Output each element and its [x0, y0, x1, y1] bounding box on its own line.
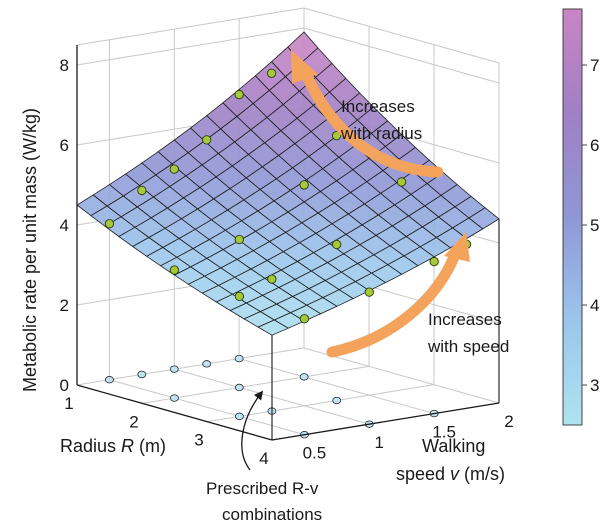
annotation-radius-line2: with radius: [340, 124, 422, 143]
measured-point: [331, 130, 342, 141]
measured-point: [137, 185, 147, 196]
prescribed-point: [299, 373, 309, 381]
measured-point: [169, 265, 180, 275]
x-axis-line: [76, 384, 273, 441]
y-tick-label: 2: [504, 412, 513, 431]
measured-point: [299, 180, 309, 190]
z-axis-label: Metabolic rate per unit mass (W/kg): [20, 108, 40, 392]
wall-grid-z: [76, 27, 305, 66]
wall-top-edge: [76, 7, 305, 46]
prescribed-point: [169, 365, 179, 373]
colorbar-tick-label: 6: [590, 136, 599, 155]
floor-grid-v: [239, 358, 435, 415]
annotation-prescribed-line2: combinations: [222, 505, 322, 524]
measured-point: [234, 89, 244, 100]
measured-point: [299, 314, 310, 324]
measured-point: [364, 287, 374, 297]
y-axis-label-line2: speed v (m/s): [396, 464, 505, 484]
z-tick-label: 8: [60, 56, 69, 75]
prescribed-point: [234, 354, 244, 363]
measured-point: [234, 291, 245, 302]
prescribed-point: [137, 370, 147, 379]
measured-point: [266, 68, 277, 78]
y-tick-label: 0.5: [303, 444, 327, 463]
colorbar: [562, 8, 583, 426]
floor-grid-r: [141, 365, 370, 404]
floor-grid-v: [303, 347, 500, 404]
tick-labels: 0 2 4 6 8 1 2 3 4 0.5 1 1.5 2: [60, 56, 514, 468]
annotation-speed-line2: with speed: [427, 337, 509, 356]
annotation-speed-line1: Increases: [428, 310, 502, 329]
annotation-radius-line1: Increases: [341, 97, 415, 116]
measured-point: [332, 239, 342, 250]
z-tick-label: 0: [60, 376, 69, 395]
colorbar-tick-label: 5: [590, 216, 599, 235]
x-tick-label: 4: [259, 449, 268, 468]
x-tick-label: 1: [64, 394, 73, 413]
measured-point: [234, 234, 244, 245]
annotation-prescribed-line1: Prescribed R-v: [206, 479, 319, 498]
radius-arrow: [299, 66, 444, 178]
speed-arrowhead: [444, 232, 470, 262]
colorbar-tick-label: 7: [590, 56, 599, 75]
prescribed-point: [170, 394, 179, 402]
x-tick-label: 3: [194, 431, 203, 450]
wall-top-edge2: [303, 7, 500, 64]
prescribed-point: [202, 360, 212, 368]
prescribed-point: [234, 383, 244, 392]
measured-point: [267, 274, 277, 284]
prescribed-points: [105, 354, 439, 439]
prescribed-pointer: [241, 390, 264, 471]
prescribed-point: [235, 412, 244, 421]
x-tick-label: 2: [129, 412, 138, 431]
z-tick-label: 6: [60, 136, 69, 155]
z-tick-label: 4: [60, 216, 69, 235]
surface-cell: [257, 319, 290, 336]
surface: [76, 31, 500, 336]
speed-arrow: [326, 246, 462, 358]
axes: [76, 45, 500, 441]
wall-grid-z2: [303, 27, 500, 84]
radius-arrowhead: [291, 50, 318, 84]
measured-point: [202, 135, 212, 145]
y-tick-label: 1.5: [432, 423, 456, 442]
surface-front-edges: [271, 219, 500, 440]
prescribed-point: [332, 396, 342, 405]
measured-point: [396, 177, 407, 187]
y-axis-label-line1: Walking: [422, 436, 485, 456]
y-axis-line: [271, 402, 500, 441]
measured-point: [104, 219, 115, 229]
colorbar-ticks: 3 4 5 6 7: [582, 56, 599, 395]
y-tick-label: 1: [375, 433, 384, 452]
x-axis-label: Radius R (m): [60, 436, 166, 456]
colorbar-tick-label: 3: [590, 376, 599, 395]
floor-grid-r: [206, 384, 435, 423]
colorbar-tick-label: 4: [590, 296, 599, 315]
measured-point: [429, 256, 439, 267]
z-tick-label: 2: [60, 296, 69, 315]
measured-point: [169, 164, 179, 174]
prescribed-point: [105, 376, 114, 384]
floor-grid-r: [76, 347, 305, 386]
